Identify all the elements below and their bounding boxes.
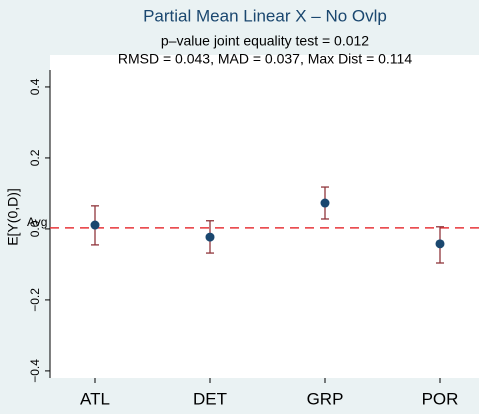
subtitle: p–value joint equality test = 0.012 (161, 33, 369, 49)
point (205, 232, 215, 242)
y-tick-label: 0.2 (28, 149, 42, 166)
x-tick-label: ATL (80, 389, 110, 408)
chart-title: Partial Mean Linear X – No Ovlp (143, 6, 387, 25)
reference-label: Avg (27, 215, 47, 229)
plot-area (50, 55, 479, 378)
y-axis-label: E[Y(0,D)] (5, 188, 21, 246)
y-tick-label: −0.4 (28, 359, 42, 383)
subtitle: RMSD = 0.043, MAD = 0.037, Max Dist = 0.… (118, 51, 412, 67)
point (435, 239, 445, 249)
y-tick-label: 0.4 (28, 78, 42, 95)
y-tick-label: 0.0 (28, 220, 42, 237)
x-tick-label: GRP (307, 389, 344, 408)
point (320, 198, 330, 208)
x-tick-label: POR (422, 389, 459, 408)
point (90, 220, 100, 230)
x-tick-label: DET (193, 389, 227, 408)
y-tick-label: −0.2 (28, 288, 42, 312)
